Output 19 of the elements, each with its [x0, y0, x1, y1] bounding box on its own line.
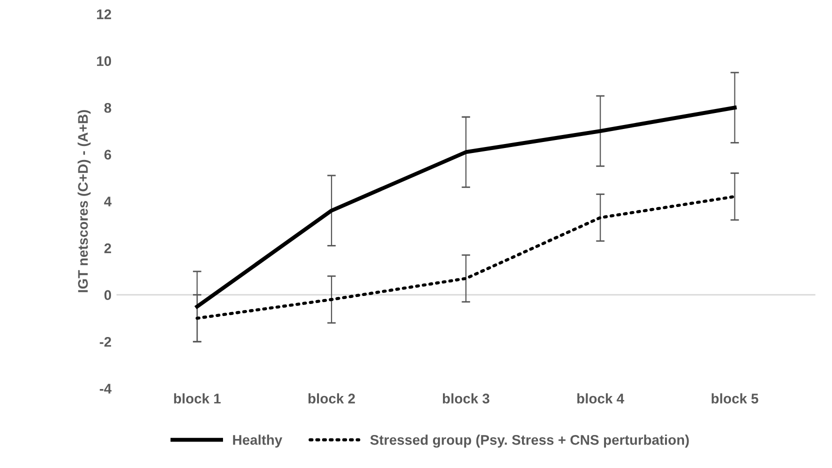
x-tick-label: block 2	[308, 393, 355, 404]
legend-label: Stressed group (Psy. Stress + CNS perturbation)	[370, 434, 689, 448]
x-tick-label: block 1	[174, 393, 221, 404]
x-tick-label: block 5	[712, 393, 758, 404]
y-tick-label: 2	[104, 243, 112, 254]
y-tick-label: 4	[104, 196, 112, 206]
y-tick-label: -4	[100, 384, 112, 394]
legend-label: Healthy	[233, 434, 282, 448]
y-tick-label: 0	[104, 290, 112, 300]
y-tick-label: 6	[104, 150, 112, 160]
y-tick-label: 12	[97, 9, 112, 20]
y-tick-label: 10	[97, 56, 112, 66]
y-tick-label: -2	[100, 336, 112, 347]
x-tick-label: block 4	[577, 393, 624, 404]
line-series	[195, 106, 737, 308]
y-axis-title: IGT netscores (C+D) - (A+B)	[78, 110, 91, 292]
line-series	[196, 195, 736, 320]
y-tick-label: 8	[104, 102, 112, 113]
x-tick-label: block 3	[442, 393, 490, 404]
